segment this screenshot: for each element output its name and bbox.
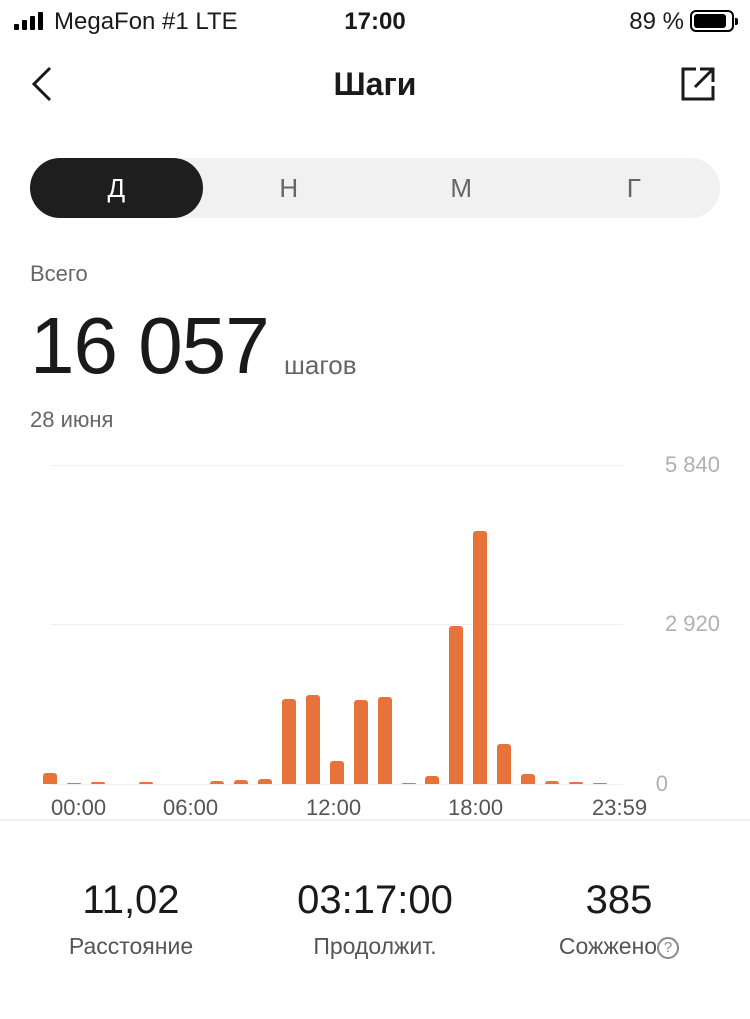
x-tick: 23:59 (592, 795, 648, 820)
bar-hour-16 (425, 776, 440, 784)
tab-year[interactable]: Г (626, 173, 641, 203)
bar-hour-19 (497, 743, 512, 784)
bar-hour-0 (43, 773, 57, 784)
duration-value: 03:17:00 (297, 878, 453, 922)
y-tick: 0 (655, 771, 668, 796)
bar-hour-20 (521, 774, 535, 784)
status-bar: MegaFon #1 LTE 17:00 89 % (0, 0, 750, 44)
chevron-left-icon (31, 66, 52, 102)
date-label: 28 июня (30, 407, 114, 432)
bar-hour-23 (592, 782, 607, 784)
gridline (50, 624, 623, 625)
tab-month[interactable]: М (450, 173, 473, 203)
divider (0, 819, 750, 821)
x-tick: 00:00 (51, 795, 107, 820)
bar-hour-1 (66, 782, 81, 784)
stat-calories: 385 Сожжено? (494, 878, 744, 960)
y-tick: 5 840 (664, 452, 720, 477)
share-external-icon (681, 67, 715, 101)
clock: 17:00 (344, 8, 406, 35)
calories-value: 385 (585, 878, 653, 922)
stat-duration: 03:17:00 Продолжит. (250, 878, 500, 960)
bar-hour-13 (353, 700, 368, 784)
bar-hour-4 (138, 782, 153, 784)
bar-hour-15 (401, 782, 416, 784)
signal-icon (14, 12, 43, 30)
page-title: Шаги (333, 66, 417, 102)
steps-unit: шагов (284, 350, 357, 380)
back-button[interactable] (28, 64, 58, 109)
duration-label: Продолжит. (313, 933, 437, 959)
bar-hour-2 (90, 782, 105, 784)
help-icon[interactable]: ? (657, 937, 680, 959)
bar-hour-22 (568, 782, 583, 784)
bar-hour-12 (329, 760, 344, 784)
bar-hour-17 (449, 625, 464, 784)
bar-hour-11 (305, 694, 320, 784)
bar-hour-18 (473, 530, 488, 784)
carrier: MegaFon #1 LTE (54, 8, 238, 35)
distance-label: Расстояние (68, 933, 194, 959)
x-tick: 18:00 (448, 795, 504, 820)
period-tabs: Д Н М Г (30, 158, 720, 218)
tab-day[interactable]: Д (30, 158, 203, 218)
total-steps: 16 057 (30, 301, 270, 390)
stat-distance: 11,02 Расстояние (6, 878, 256, 960)
tab-week[interactable]: Н (279, 173, 299, 203)
calories-label: Сожжено (558, 933, 658, 959)
bar-hour-9 (258, 779, 273, 784)
bar-hour-10 (282, 698, 296, 784)
gridline (50, 465, 623, 466)
bar-hour-8 (234, 780, 249, 784)
bar-hour-21 (544, 780, 559, 784)
battery-percent: 89 % (629, 8, 684, 35)
y-tick: 2 920 (664, 611, 720, 636)
x-tick: 12:00 (306, 795, 362, 820)
total-label: Всего (30, 261, 88, 286)
share-button[interactable] (680, 66, 716, 107)
bar-hour-7 (210, 780, 225, 784)
bar-hour-14 (377, 696, 392, 784)
x-tick: 06:00 (163, 795, 219, 820)
distance-value: 11,02 (82, 878, 180, 922)
baseline (50, 784, 623, 785)
battery-icon (690, 10, 738, 32)
